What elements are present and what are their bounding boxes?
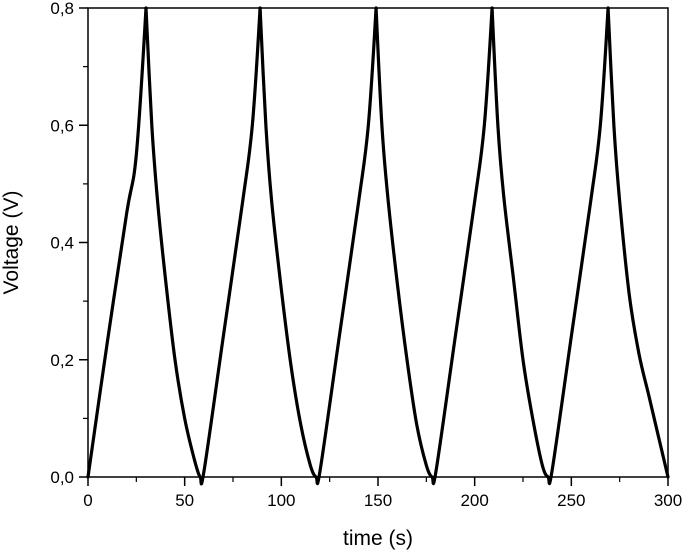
y-tick-label: 0,4 <box>50 234 74 253</box>
y-tick-label: 0,0 <box>50 468 74 487</box>
y-axis-label: Voltage (V) <box>0 191 23 295</box>
voltage-series-line <box>86 6 670 486</box>
x-tick-label: 150 <box>364 491 392 510</box>
x-tick-label: 200 <box>460 491 488 510</box>
x-tick-label: 250 <box>557 491 585 510</box>
x-tick-label: 100 <box>267 491 295 510</box>
x-axis-label: time (s) <box>343 527 413 550</box>
x-tick-label: 300 <box>654 491 682 510</box>
y-tick-label: 0,8 <box>50 0 74 18</box>
plot-frame <box>87 7 669 478</box>
x-tick-label: 50 <box>175 491 194 510</box>
x-tick-label: 0 <box>83 491 92 510</box>
y-tick-label: 0,6 <box>50 116 74 135</box>
y-tick-label: 0,2 <box>50 351 74 370</box>
